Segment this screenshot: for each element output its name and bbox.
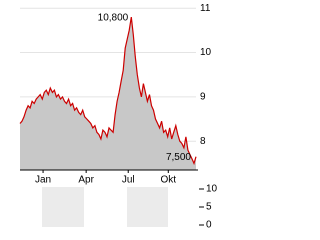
y-tick-label: 11 <box>200 3 211 14</box>
period-band <box>127 187 168 227</box>
y-tick-label: 10 <box>200 47 212 58</box>
x-tick-label: Jul <box>122 175 135 186</box>
y-tick-label: 8 <box>200 136 206 147</box>
area <box>20 17 196 170</box>
value-label: 7,500 <box>166 152 191 163</box>
chart: 8 9 10 11 Jan Apr Jul Okt 10,800 7,500 0 5 10 <box>19 3 218 231</box>
line <box>19 17 197 166</box>
x-tick-label: Jan <box>35 175 51 186</box>
y-tick-label: 5 <box>206 202 212 213</box>
value-label: 10,800 <box>98 13 129 24</box>
y-tick-label: 0 <box>206 220 212 231</box>
y-tick-label: 10 <box>206 184 218 195</box>
period-band <box>42 187 84 227</box>
x-tick-label: Okt <box>161 175 177 186</box>
x-tick-label: Apr <box>78 175 94 186</box>
y-tick-label: 9 <box>200 92 206 103</box>
